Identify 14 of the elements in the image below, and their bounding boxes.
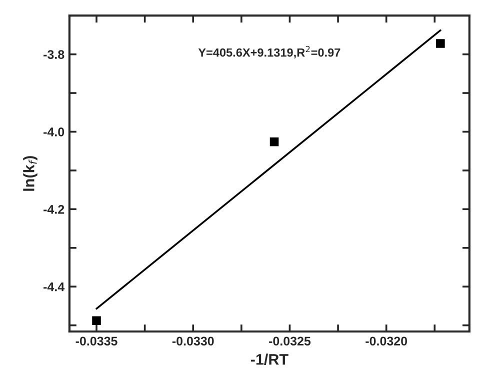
x-tick-label: -0.0320 bbox=[366, 336, 408, 346]
x-tick-label: -0.0330 bbox=[172, 336, 214, 346]
y-axis-title: ln(k$_{f}$) bbox=[23, 156, 38, 191]
x-tick-label: -0.0325 bbox=[269, 336, 311, 346]
y-tick-label: -4.2 bbox=[44, 204, 64, 214]
y-tick-label: -4.4 bbox=[44, 282, 65, 292]
point bbox=[436, 39, 445, 48]
point bbox=[270, 137, 279, 146]
point bbox=[92, 316, 101, 326]
y-tick-label: -4.0 bbox=[44, 128, 64, 136]
x-tick-label: -0.0335 bbox=[76, 336, 118, 346]
annotation: Y=405.6X+9.1319,R$^{2}$=0.97 bbox=[198, 46, 340, 58]
y-tick-label: -3.8 bbox=[44, 50, 64, 59]
x-axis-title: -1/RT bbox=[250, 354, 288, 365]
